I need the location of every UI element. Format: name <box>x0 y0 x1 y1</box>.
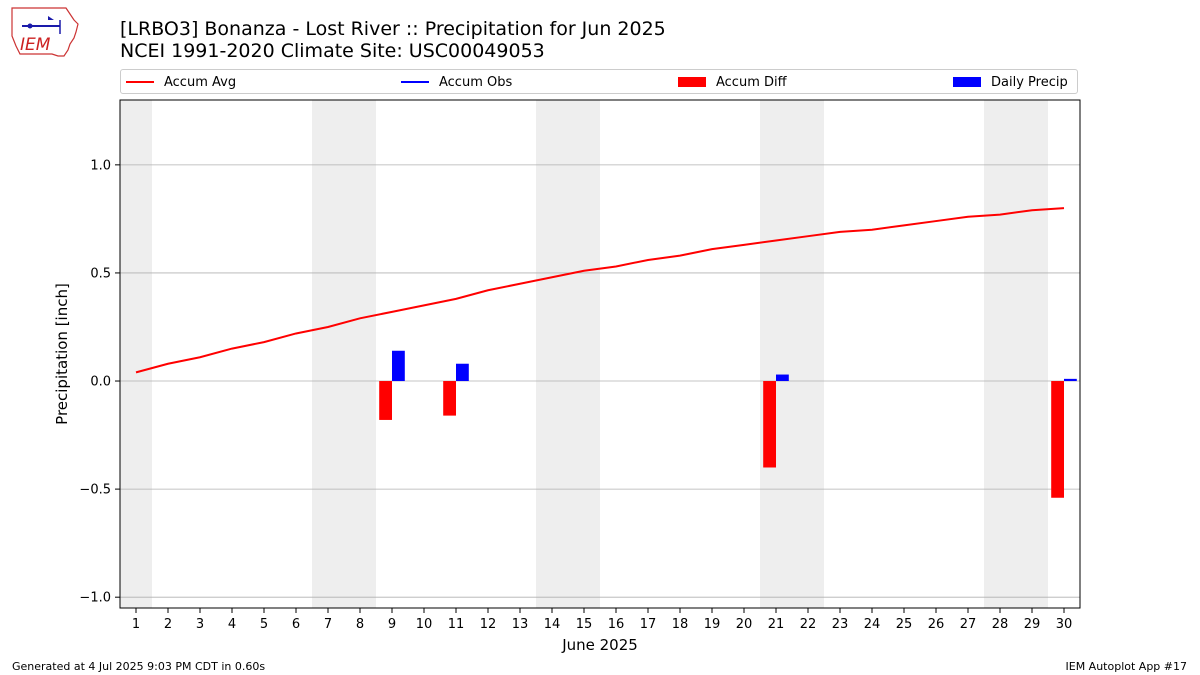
daily-precip-bar-day-11 <box>456 363 469 382</box>
weekend-shade-day-29 <box>1016 100 1048 608</box>
legend: Accum Avg Accum Obs Accum Diff Daily Pre… <box>120 69 1078 94</box>
weekend-shade-day-28 <box>984 100 1016 608</box>
footer-generated: Generated at 4 Jul 2025 9:03 PM CDT in 0… <box>12 660 266 673</box>
legend-item-accum-obs: Accum Obs <box>401 73 512 91</box>
x-tick-label: 17 <box>640 617 657 632</box>
legend-label-accum-avg: Accum Avg <box>164 74 237 90</box>
x-tick-label: 25 <box>896 617 913 632</box>
x-tick-label: 26 <box>928 617 945 632</box>
x-tick-label: 5 <box>260 617 268 632</box>
weekend-shade-day-8 <box>344 100 376 608</box>
legend-label-daily-precip: Daily Precip <box>991 74 1068 90</box>
weekend-shading <box>120 100 1048 608</box>
accum-diff-bar-day-30 <box>1051 381 1064 498</box>
legend-item-daily-precip: Daily Precip <box>953 73 1068 91</box>
x-tick-label: 21 <box>768 617 785 632</box>
weekend-shade-day-7 <box>312 100 344 608</box>
x-tick-label: 24 <box>864 617 881 632</box>
x-tick-label: 4 <box>228 617 236 632</box>
weekend-shade-day-15 <box>568 100 600 608</box>
x-tick-label: 11 <box>448 617 465 632</box>
weekend-shade-day-21 <box>760 100 792 608</box>
logo-text: IEM <box>20 35 51 55</box>
legend-swatch-daily-precip <box>953 77 981 87</box>
accum-avg-line <box>135 207 1065 374</box>
x-tick-label: 1 <box>132 617 140 632</box>
y-tick-label: 0.0 <box>90 375 111 390</box>
x-tick-label: 23 <box>832 617 849 632</box>
y-tick-label: 1.0 <box>90 158 111 173</box>
grid <box>120 164 1080 598</box>
x-tick-label: 29 <box>1024 617 1041 632</box>
iem-logo-graphic: IEM <box>11 7 79 57</box>
x-tick-label: 16 <box>608 617 625 632</box>
x-tick-label: 12 <box>480 617 497 632</box>
x-tick-label: 30 <box>1056 617 1073 632</box>
accum-diff-bar-day-9 <box>379 381 392 420</box>
x-tick-label: 19 <box>704 617 721 632</box>
y-tick-label: 0.5 <box>90 266 111 281</box>
bars <box>379 350 1077 498</box>
plot-frame <box>119 99 1081 609</box>
y-tick-label: −1.0 <box>79 591 111 606</box>
daily-precip-bar-day-9 <box>392 350 405 382</box>
legend-label-accum-diff: Accum Diff <box>716 74 787 90</box>
x-tick-label: 9 <box>388 617 396 632</box>
x-tick-label: 8 <box>356 617 364 632</box>
x-tick-label: 6 <box>292 617 300 632</box>
x-tick-label: 7 <box>324 617 332 632</box>
x-tick-label: 27 <box>960 617 977 632</box>
weekend-shade-day-22 <box>792 100 824 608</box>
lines <box>135 207 1065 374</box>
chart-subtitle: NCEI 1991-2020 Climate Site: USC00049053 <box>120 40 545 62</box>
accum-diff-bar-day-11 <box>443 381 456 416</box>
x-tick-label: 13 <box>512 617 529 632</box>
y-axis-label: Precipitation [inch] <box>53 283 71 425</box>
x-tick-label: 14 <box>544 617 561 632</box>
weekend-shade-day-14 <box>536 100 568 608</box>
x-tick-label: 2 <box>164 617 172 632</box>
x-tick-label: 18 <box>672 617 689 632</box>
x-tick-label: 22 <box>800 617 817 632</box>
x-tick-label: 28 <box>992 617 1009 632</box>
x-tick-label: 15 <box>576 617 593 632</box>
legend-item-accum-avg: Accum Avg <box>126 73 236 91</box>
weekend-shade-day-1 <box>120 100 152 608</box>
daily-precip-bar-day-21 <box>776 374 789 382</box>
accum-diff-bar-day-21 <box>763 381 776 468</box>
iem-logo: IEM <box>8 6 82 64</box>
x-axis-label: June 2025 <box>561 636 638 654</box>
footer-app: IEM Autoplot App #17 <box>1065 660 1188 673</box>
legend-swatch-accum-diff <box>678 77 706 87</box>
legend-swatch-accum-obs <box>401 81 429 83</box>
legend-swatch-accum-avg <box>126 81 154 83</box>
x-tick-label: 10 <box>416 617 433 632</box>
ticks: −1.0−0.50.00.51.01 2 3 4 5 6 7 8 9 10 11 12 13 14 15 16… <box>79 158 1072 632</box>
legend-label-accum-obs: Accum Obs <box>439 74 513 90</box>
y-tick-label: −0.5 <box>79 483 111 498</box>
x-tick-label: 20 <box>736 617 753 632</box>
chart-title: [LRBO3] Bonanza - Lost River :: Precipit… <box>120 18 666 40</box>
legend-item-accum-diff: Accum Diff <box>678 73 787 91</box>
x-tick-label: 3 <box>196 617 204 632</box>
daily-precip-bar-day-30 <box>1064 378 1077 382</box>
